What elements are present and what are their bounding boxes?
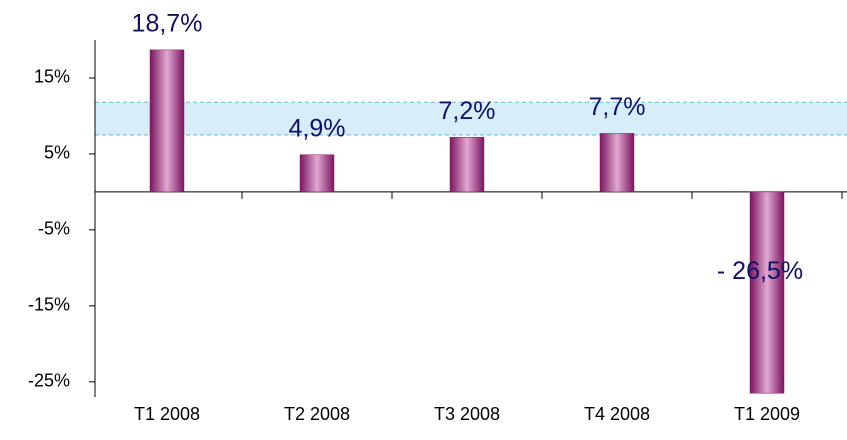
y-tick-label: -15% [28, 295, 70, 315]
y-tick-label: 5% [44, 143, 70, 163]
value-label: 18,7% [132, 9, 203, 37]
value-label: 7,7% [589, 93, 646, 121]
value-label: 4,9% [289, 114, 346, 142]
y-tick-label: -25% [28, 371, 70, 391]
y-tick-label: 15% [34, 67, 70, 87]
x-tick-label: T2 2008 [284, 404, 350, 424]
x-tick-label: T1 2008 [134, 404, 200, 424]
bar [149, 49, 185, 193]
y-tick-label: -5% [38, 219, 70, 239]
value-label: - 26,5% [717, 257, 803, 285]
x-tick-label: T1 2009 [734, 404, 800, 424]
bar [599, 133, 635, 193]
bar [749, 191, 785, 394]
x-tick-label: T4 2008 [584, 404, 650, 424]
reference-band [95, 102, 847, 135]
bar [299, 154, 335, 193]
value-label: 7,2% [439, 97, 496, 125]
bar [449, 136, 485, 193]
x-tick-label: T3 2008 [434, 404, 500, 424]
